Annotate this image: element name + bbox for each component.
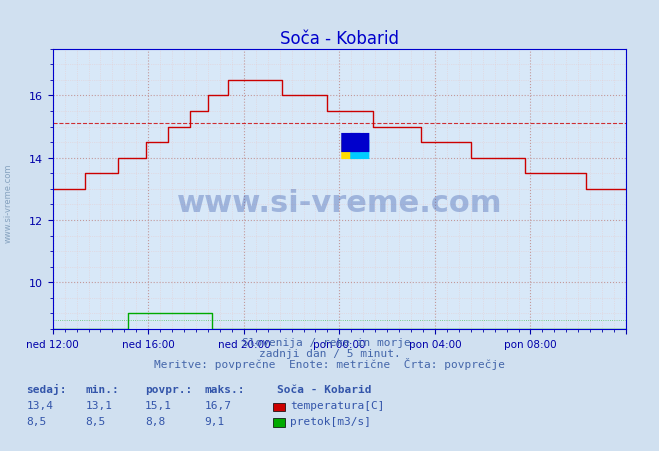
Text: zadnji dan / 5 minut.: zadnji dan / 5 minut. xyxy=(258,348,401,358)
Text: temperatura[C]: temperatura[C] xyxy=(290,400,384,410)
Text: ■: ■ xyxy=(339,130,362,154)
Text: povpr.:: povpr.: xyxy=(145,384,192,394)
Text: www.si-vreme.com: www.si-vreme.com xyxy=(3,163,13,243)
Text: 8,5: 8,5 xyxy=(26,416,47,426)
Text: 8,8: 8,8 xyxy=(145,416,165,426)
Text: maks.:: maks.: xyxy=(204,384,244,394)
Text: 13,1: 13,1 xyxy=(86,400,113,410)
Text: 13,4: 13,4 xyxy=(26,400,53,410)
Text: 15,1: 15,1 xyxy=(145,400,172,410)
Text: ■: ■ xyxy=(339,137,362,161)
Text: ■: ■ xyxy=(348,137,371,161)
Text: Meritve: povprečne  Enote: metrične  Črta: povprečje: Meritve: povprečne Enote: metrične Črta:… xyxy=(154,358,505,369)
Text: min.:: min.: xyxy=(86,384,119,394)
Text: 8,5: 8,5 xyxy=(86,416,106,426)
Text: sedaj:: sedaj: xyxy=(26,383,67,394)
Text: www.si-vreme.com: www.si-vreme.com xyxy=(177,189,502,218)
Text: pretok[m3/s]: pretok[m3/s] xyxy=(290,416,371,426)
Title: Soča - Kobarid: Soča - Kobarid xyxy=(280,30,399,48)
Text: Soča - Kobarid: Soča - Kobarid xyxy=(277,384,371,394)
Text: Slovenija / reke in morje.: Slovenija / reke in morje. xyxy=(242,337,417,347)
Text: 16,7: 16,7 xyxy=(204,400,231,410)
Text: ■: ■ xyxy=(348,130,371,154)
Text: 9,1: 9,1 xyxy=(204,416,225,426)
